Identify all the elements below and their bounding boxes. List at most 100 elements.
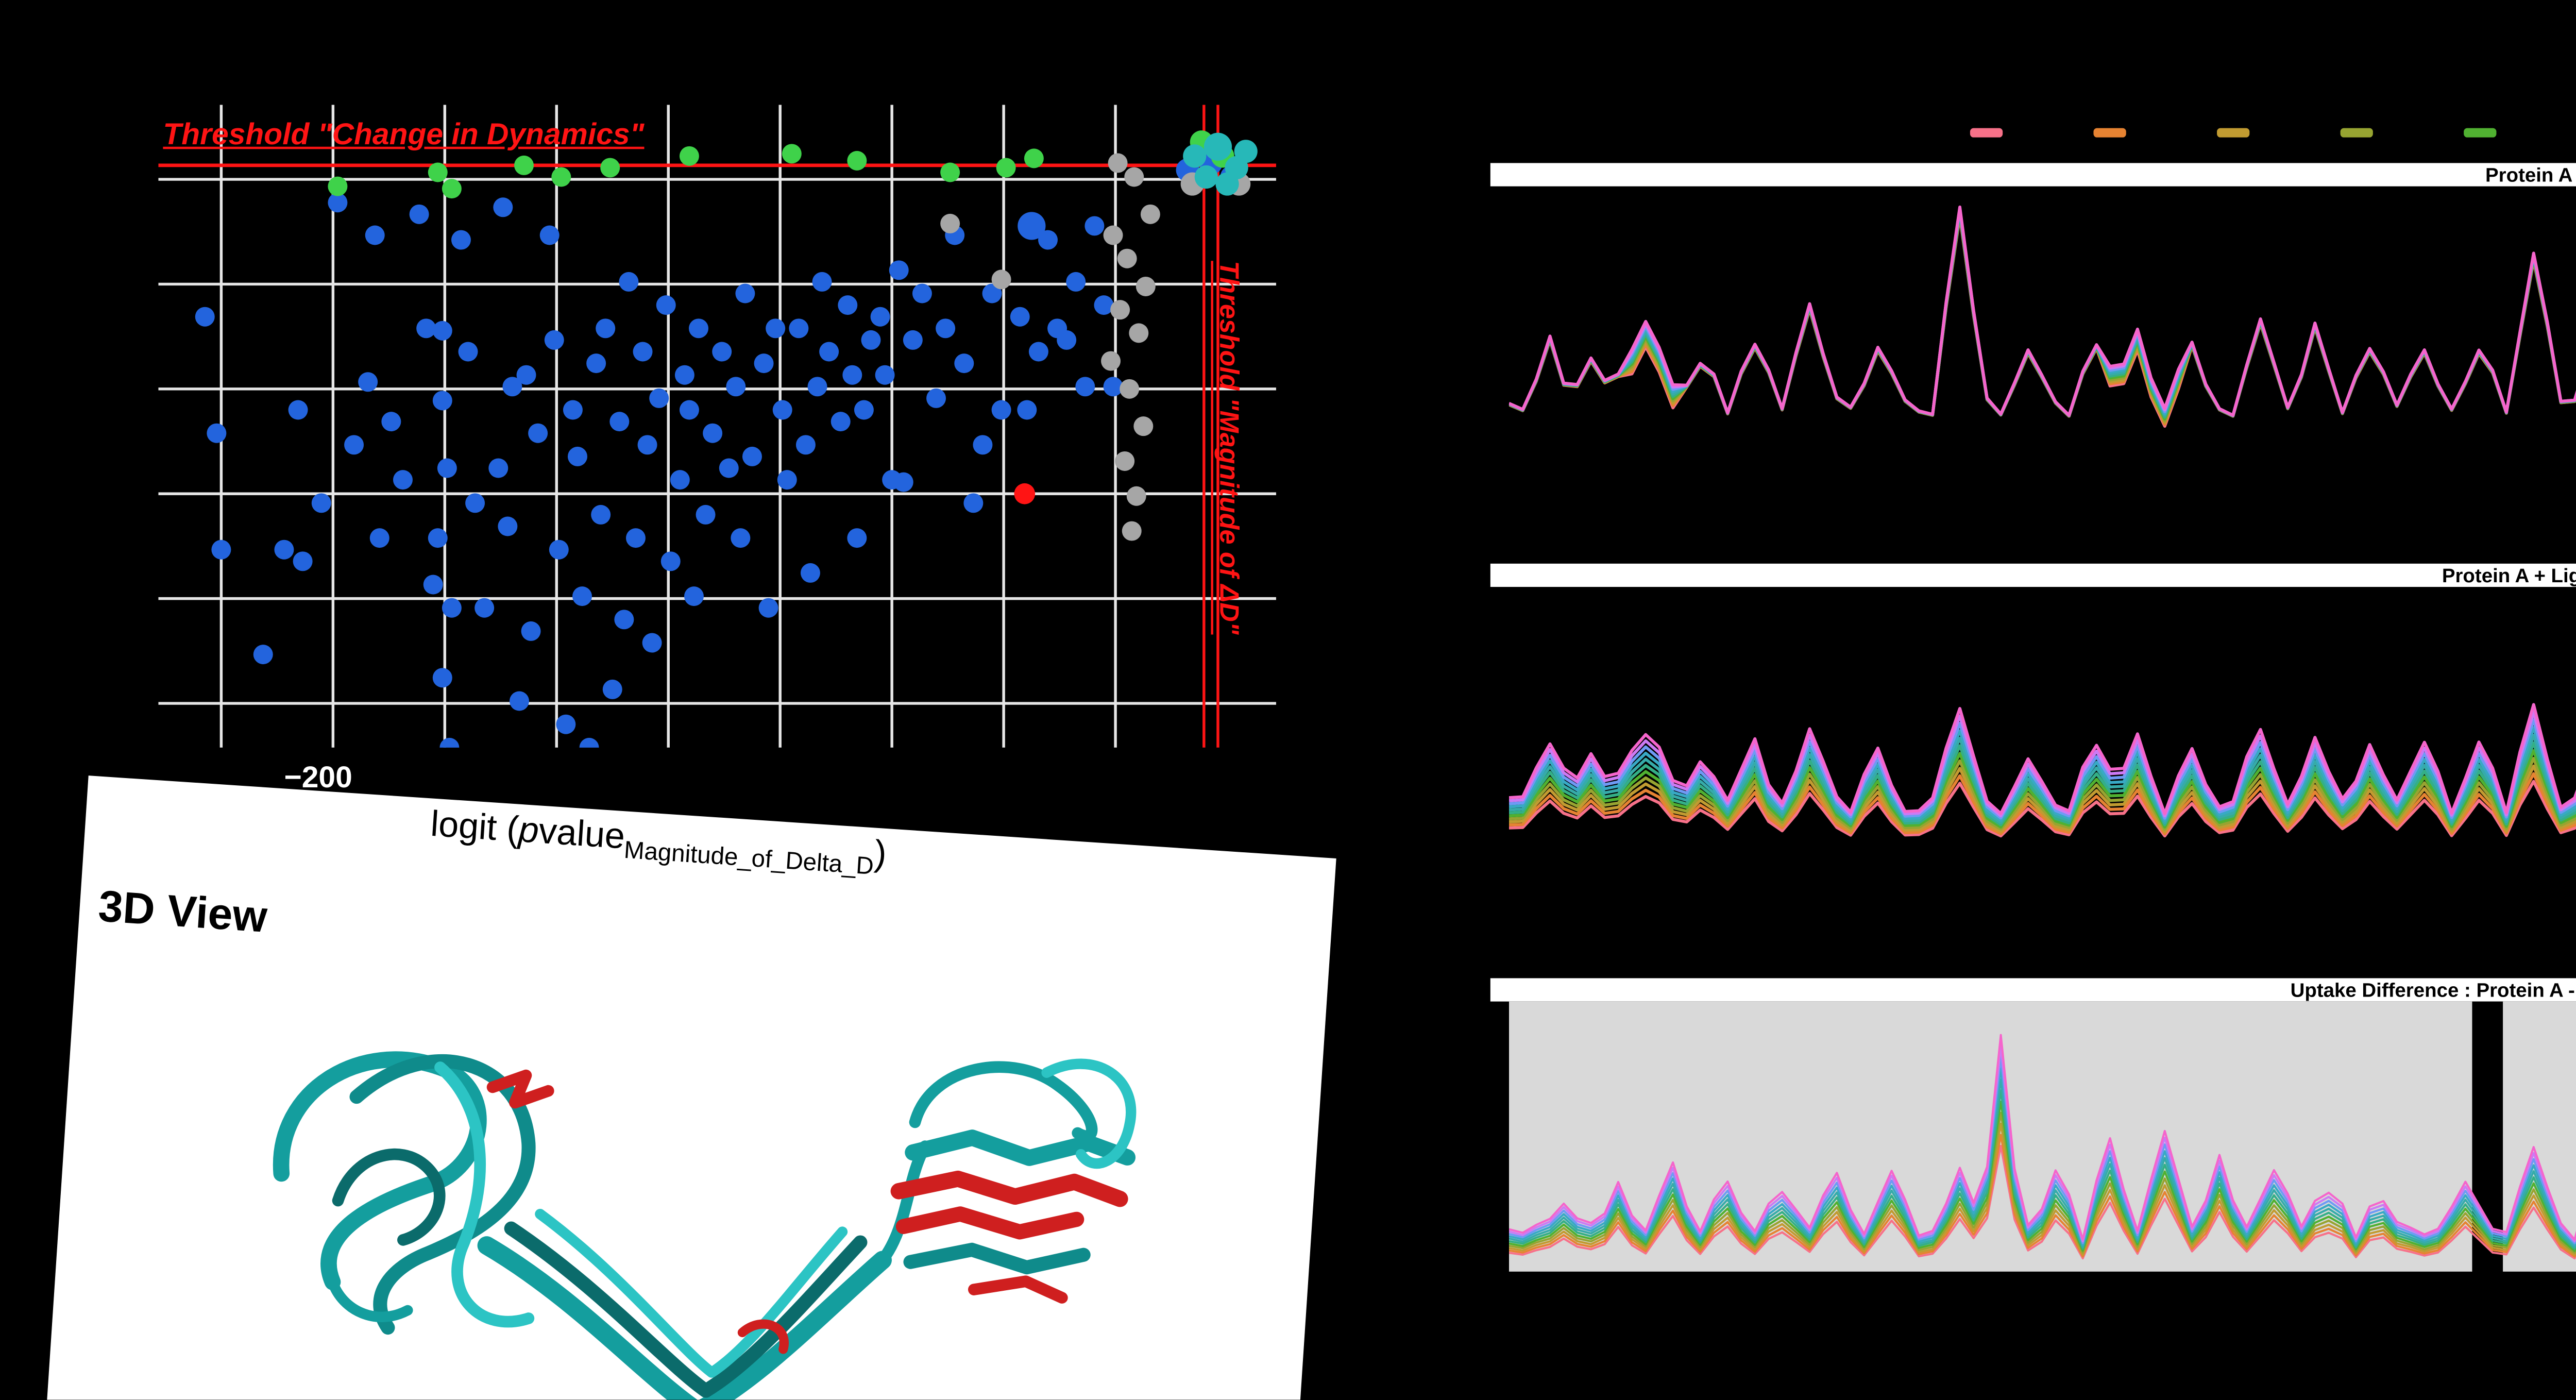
- scatter-point[interactable]: [982, 283, 1002, 303]
- uptake-series-line[interactable]: [1509, 1089, 2576, 1250]
- scatter-point[interactable]: [1133, 416, 1154, 436]
- scatter-point[interactable]: [528, 423, 548, 443]
- scatter-point[interactable]: [1183, 144, 1207, 168]
- scatter-point[interactable]: [861, 330, 881, 350]
- scatter-point[interactable]: [1010, 307, 1030, 327]
- scatter-point[interactable]: [1028, 342, 1048, 362]
- scatter-point[interactable]: [1014, 483, 1036, 504]
- scatter-point[interactable]: [679, 400, 699, 420]
- scatter-point[interactable]: [742, 446, 762, 466]
- scatter-point[interactable]: [777, 470, 797, 490]
- scatter-point[interactable]: [689, 318, 708, 339]
- uptake-series-line[interactable]: [1509, 693, 2576, 826]
- scatter-point[interactable]: [926, 388, 946, 408]
- uptake-series-line[interactable]: [1509, 210, 2576, 445]
- scatter-point[interactable]: [1122, 521, 1142, 541]
- scatter-point[interactable]: [328, 176, 348, 196]
- uptake-series-line[interactable]: [1509, 1034, 2576, 1241]
- scatter-point[interactable]: [207, 423, 227, 443]
- scatter-point[interactable]: [1075, 377, 1095, 397]
- scatter-point[interactable]: [451, 230, 471, 250]
- scatter-point[interactable]: [766, 318, 786, 339]
- scatter-point[interactable]: [1124, 167, 1144, 187]
- scatter-point[interactable]: [789, 318, 809, 339]
- scatter-point[interactable]: [437, 458, 457, 478]
- uptake-series-line[interactable]: [1509, 1045, 2576, 1243]
- scatter-point[interactable]: [432, 391, 452, 411]
- scatter-point[interactable]: [807, 377, 827, 397]
- scatter-point[interactable]: [1017, 400, 1037, 420]
- uptake-difference-chart[interactable]: [1509, 1001, 2576, 1272]
- scatter-point[interactable]: [642, 633, 662, 653]
- scatter-point[interactable]: [1103, 225, 1123, 245]
- scatter-point[interactable]: [509, 691, 529, 711]
- uptake-series-line[interactable]: [1509, 1134, 2576, 1258]
- scatter-point[interactable]: [498, 516, 518, 536]
- scatter-point[interactable]: [311, 493, 331, 513]
- scatter-point[interactable]: [591, 504, 611, 525]
- legend-swatch-5[interactable]: [2464, 128, 2497, 137]
- scatter-point[interactable]: [674, 365, 694, 385]
- scatter-point[interactable]: [596, 318, 616, 339]
- scatter-point[interactable]: [365, 225, 385, 245]
- scatter-point[interactable]: [211, 539, 231, 560]
- scatter-point[interactable]: [719, 458, 739, 478]
- scatter-point[interactable]: [991, 269, 1011, 290]
- scatter-point[interactable]: [936, 318, 956, 339]
- scatter-point[interactable]: [870, 307, 890, 327]
- scatter-point[interactable]: [1110, 300, 1130, 320]
- scatter-point[interactable]: [1120, 379, 1140, 399]
- legend-swatch-2[interactable]: [2093, 128, 2126, 137]
- uptake-chart-protein-a-ligand[interactable]: [1509, 589, 2576, 943]
- uptake-series-line[interactable]: [1509, 704, 2576, 829]
- scatter-point[interactable]: [991, 400, 1011, 420]
- scatter-point[interactable]: [754, 353, 774, 374]
- scatter-point[interactable]: [567, 446, 587, 466]
- scatter-point[interactable]: [819, 342, 839, 362]
- scatter-point[interactable]: [409, 204, 429, 224]
- scatter-point[interactable]: [556, 714, 576, 734]
- scatter-point[interactable]: [432, 668, 452, 688]
- scatter-point[interactable]: [1103, 377, 1123, 397]
- protein-structure-view[interactable]: [193, 948, 1179, 1400]
- scatter-point[interactable]: [465, 493, 485, 513]
- scatter-point[interactable]: [521, 621, 541, 641]
- scatter-point[interactable]: [903, 330, 923, 350]
- scatter-point[interactable]: [1140, 204, 1160, 224]
- scatter-point[interactable]: [602, 679, 622, 699]
- scatter-point[interactable]: [1018, 212, 1046, 240]
- scatter-point[interactable]: [1126, 486, 1146, 506]
- scatter-point[interactable]: [996, 158, 1016, 178]
- scatter-point[interactable]: [772, 400, 792, 420]
- uptake-series-line[interactable]: [1509, 682, 2576, 824]
- scatter-point[interactable]: [912, 283, 932, 303]
- scatter-point[interactable]: [586, 353, 606, 374]
- scatter-point[interactable]: [358, 372, 378, 392]
- scatter-point[interactable]: [940, 213, 960, 233]
- scatter-point[interactable]: [670, 470, 690, 490]
- uptake-series-line[interactable]: [1509, 209, 2576, 438]
- scatter-point[interactable]: [963, 493, 984, 513]
- scatter-point[interactable]: [1108, 153, 1128, 173]
- scatter-point[interactable]: [712, 342, 732, 362]
- scatter-point[interactable]: [579, 737, 599, 748]
- uptake-series-line[interactable]: [1509, 715, 2576, 831]
- uptake-series-line[interactable]: [1509, 649, 2576, 818]
- scatter-point[interactable]: [253, 645, 273, 665]
- scatter-point[interactable]: [344, 435, 364, 455]
- scatter-point[interactable]: [875, 365, 895, 385]
- scatter-point[interactable]: [735, 283, 755, 303]
- scatter-point[interactable]: [940, 162, 960, 182]
- scatter-point[interactable]: [458, 342, 478, 362]
- uptake-series-line[interactable]: [1509, 1144, 2576, 1260]
- scatter-point[interactable]: [1038, 230, 1058, 250]
- scatter-point[interactable]: [684, 586, 704, 606]
- scatter-point[interactable]: [812, 272, 832, 292]
- scatter-point[interactable]: [703, 423, 723, 443]
- scatter-point[interactable]: [795, 435, 816, 455]
- scatter-point[interactable]: [838, 295, 858, 315]
- legend-swatch-4[interactable]: [2340, 128, 2373, 137]
- scatter-point[interactable]: [679, 146, 699, 166]
- scatter-point[interactable]: [782, 144, 802, 164]
- scatter-point[interactable]: [726, 377, 746, 397]
